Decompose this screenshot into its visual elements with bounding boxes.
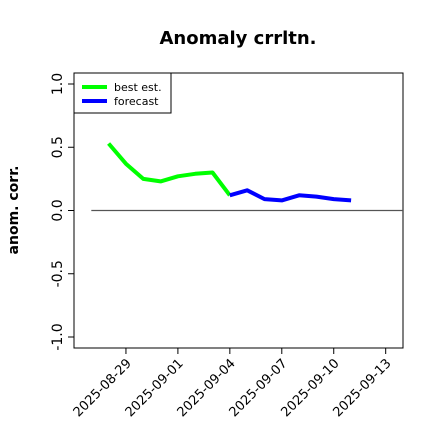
legend-label: forecast (114, 95, 159, 108)
y-tick-label: 0.5 (50, 136, 66, 158)
legend-box (73, 72, 172, 114)
series-line-best-estimate (107, 142, 232, 197)
y-tick-label: 1.0 (50, 73, 66, 95)
y-tick-label: 0.0 (50, 199, 66, 221)
y-tick-label: -0.5 (50, 260, 66, 287)
chart-title: Anomaly crrltn. (159, 28, 316, 49)
y-axis-label: anom. corr. (6, 166, 22, 255)
legend-label: best est. (114, 81, 162, 94)
y-tick-label: -1.0 (50, 323, 66, 350)
series-line-forecast (229, 188, 352, 203)
